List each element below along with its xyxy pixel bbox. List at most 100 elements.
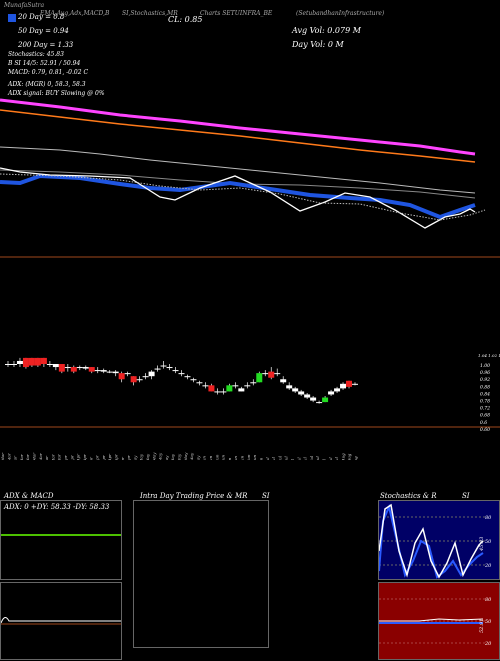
- date-tick-label: 09 Wed Jul: [284, 455, 289, 460]
- candle-body: [22, 357, 29, 368]
- adx-line: [1, 534, 121, 536]
- date-tick-label: 25 Wed Jun: [252, 454, 257, 460]
- candle-body: [310, 397, 317, 401]
- candle-body: [16, 360, 23, 364]
- candle-body: [232, 385, 239, 387]
- stoch-tick-50: 50: [485, 539, 492, 545]
- candle-body: [340, 383, 347, 389]
- date-tick-label: 19 Wed Mar: [38, 452, 43, 460]
- date-tick-label: 29 Tue Apr: [126, 454, 131, 460]
- date-tick-label: 17 Tue Jun: [233, 456, 238, 460]
- candle-body: [214, 391, 221, 393]
- date-tick-label: 19 Thu Jun: [240, 455, 245, 460]
- price-tick-label: 0.96: [480, 370, 490, 376]
- date-tick-label: 01 Tue Apr: [63, 454, 68, 460]
- date-tick-label: 13 Thu Mar: [25, 453, 30, 460]
- date-tick-label: 07 Mon Jul: [277, 455, 282, 460]
- date-tick-label: 22 Thu May: [177, 453, 182, 460]
- date-tick-label: 13 Fri Jun: [227, 457, 232, 460]
- date-tick-label: 11 Fri Apr: [88, 456, 93, 460]
- date-tick-label: 25 Tue Mar: [50, 453, 55, 460]
- date-tick-label: 11 Tue Mar: [19, 453, 24, 460]
- title-fragment-1: MunafaSutra: [4, 2, 45, 9]
- title-fragment-2: EMA,Avg,Adx,MACD,B: [40, 10, 110, 17]
- price-tick-label: 1.00: [480, 363, 490, 369]
- price-chart: 1.000.960.920.880.84 0.780.720.680.60.60 1…: [0, 98, 500, 460]
- candle-body: [58, 364, 65, 372]
- macd-chart: [1, 617, 121, 625]
- candlesticks: [5, 357, 358, 404]
- candle-body: [280, 379, 287, 383]
- stoch-tick-80: 80: [485, 515, 492, 521]
- price-tick-label: 0.78: [480, 399, 490, 405]
- avg-volume: Avg Vol: 0.079 M: [292, 26, 361, 35]
- candle-body: [160, 365, 167, 367]
- candle-body: [346, 380, 353, 387]
- stoch-panel-title: Stochastics & R: [380, 492, 437, 500]
- candle-body: [106, 371, 113, 373]
- candle-body: [202, 385, 209, 387]
- candle-body: [208, 385, 215, 392]
- date-tick-label: 15 Tue Jul: [296, 457, 301, 460]
- candle-body: [352, 383, 358, 385]
- candle-body: [46, 364, 53, 365]
- date-tick-label: 04 Mon Aug: [340, 453, 345, 460]
- ema50-line: [0, 109, 476, 163]
- price-tick-label: 0.6: [480, 420, 487, 426]
- rsi-tick-80: 80: [485, 597, 492, 603]
- date-tick-label: 27 Fri Jun: [258, 457, 263, 460]
- date-tick-label: 11 Fri Jul: [290, 458, 295, 460]
- date-tick-label: 16 Fri May: [164, 455, 169, 460]
- candle-body: [316, 402, 323, 404]
- date-tick-label: 07 Mon Apr: [76, 453, 81, 460]
- date-tick-label: 08 Fri Aug: [353, 456, 358, 460]
- date-tick-label: 17 Thu Jul: [303, 456, 308, 460]
- candle-body: [100, 370, 107, 372]
- candle-body: [196, 382, 203, 384]
- rsi-tick-20: 20: [484, 641, 492, 647]
- date-tick-label: 03 Mon Mar: [0, 452, 5, 460]
- date-tick-label: 07 Fri Mar: [13, 455, 18, 460]
- date-tick-label: 20 Tue May: [170, 453, 175, 460]
- macd-panel: [0, 582, 122, 660]
- candle-body: [142, 376, 149, 378]
- candle-body: [184, 376, 191, 378]
- candle-body: [226, 385, 233, 392]
- date-tick-label: 28 Wed May: [189, 452, 194, 460]
- date-tick-label: 12 Mon May: [151, 452, 156, 460]
- date-tick-label: 06 Wed Aug: [347, 453, 352, 460]
- candle-body: [118, 373, 125, 380]
- upper-band-line: [0, 146, 476, 194]
- date-tick-label: 15 Tue Apr: [95, 454, 100, 460]
- candle-body: [172, 370, 179, 372]
- stoch-legend: Stochastics: 45.83: [8, 51, 64, 58]
- moving-average-lines: [0, 98, 486, 229]
- date-tick-label: 03 Thu Apr: [69, 454, 74, 460]
- candle-body: [268, 371, 275, 378]
- candle-body: [148, 371, 155, 377]
- date-tick-label: 17 Mon Mar: [32, 452, 37, 460]
- rsi-panel: 80 50 20 52.91: [378, 582, 500, 660]
- intraday-panel: [133, 500, 269, 648]
- adx-signal-legend: ADX signal: BUY Slowing @ 0%: [8, 90, 105, 97]
- candle-body: [64, 367, 71, 369]
- date-tick-label: 09 Wed Apr: [82, 453, 87, 460]
- close-price: CL: 0.85: [168, 15, 203, 24]
- adx-panel-title: ADX & MACD: [4, 492, 54, 500]
- candle-body: [124, 373, 131, 375]
- macd-line: [1, 617, 121, 624]
- candle-body: [334, 388, 341, 392]
- candle-body: [322, 397, 329, 403]
- candle-body: [304, 394, 311, 398]
- ema20-swatch: [8, 14, 16, 22]
- date-tick-label: 08 Thu May: [145, 453, 150, 460]
- candle-body: [52, 364, 59, 368]
- date-tick-label: 02 Fri May: [132, 455, 137, 460]
- stoch-chart: 80 50 20 45.83: [379, 503, 492, 579]
- price-tick-label: 0.84: [480, 391, 490, 397]
- date-tick-label: 21 Mon Jul: [309, 455, 314, 460]
- title-fragment-3: SI,Stochastics,MR: [122, 10, 178, 17]
- rsi-chart: 80 50 20 52.91: [379, 597, 492, 647]
- candle-body: [262, 373, 269, 375]
- date-tick-label: 31 Thu Jul: [334, 456, 339, 460]
